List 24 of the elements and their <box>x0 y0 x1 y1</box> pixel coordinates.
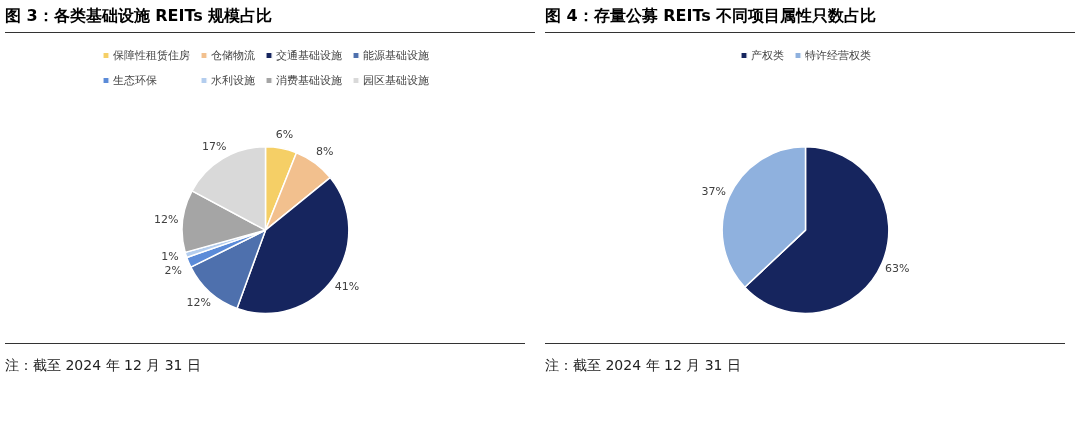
data-label: 12% <box>186 296 212 310</box>
legend-label: 特许经营权类 <box>804 47 871 63</box>
legend-label: 消费基础设施 <box>275 72 342 88</box>
data-label: 63% <box>885 262 910 276</box>
data-label: 1% <box>161 249 179 263</box>
data-label: 6% <box>275 127 294 141</box>
legend-label: 水利设施 <box>210 72 255 88</box>
legend-label: 仓储物流 <box>210 47 255 63</box>
legend-label: 保障性租赁住房 <box>112 47 190 63</box>
data-label: 8% <box>316 145 334 158</box>
data-label: 2% <box>164 263 182 277</box>
legend-label: 园区基础设施 <box>362 72 429 88</box>
legend-label: 交通基础设施 <box>275 47 342 63</box>
legend-label: 生态环保 <box>112 72 157 88</box>
text: 注：截至 2024 年 12 月 31 日 <box>545 355 741 375</box>
data-label: 37% <box>701 184 726 198</box>
data-label: 12% <box>153 212 179 226</box>
legend-label: 产权类 <box>750 47 784 63</box>
data-label: 17% <box>201 139 227 153</box>
legend-label: 能源基础设施 <box>362 47 429 63</box>
chart-title: 图 3：各类基础设施 REITs 规模占比 <box>5 5 273 27</box>
chart-title: 图 4：存量公募 REITs 不同项目属性只数占比 <box>545 5 877 27</box>
data-label: 41% <box>334 280 360 294</box>
text: 注：截至 2024 年 12 月 31 日 <box>5 355 201 375</box>
